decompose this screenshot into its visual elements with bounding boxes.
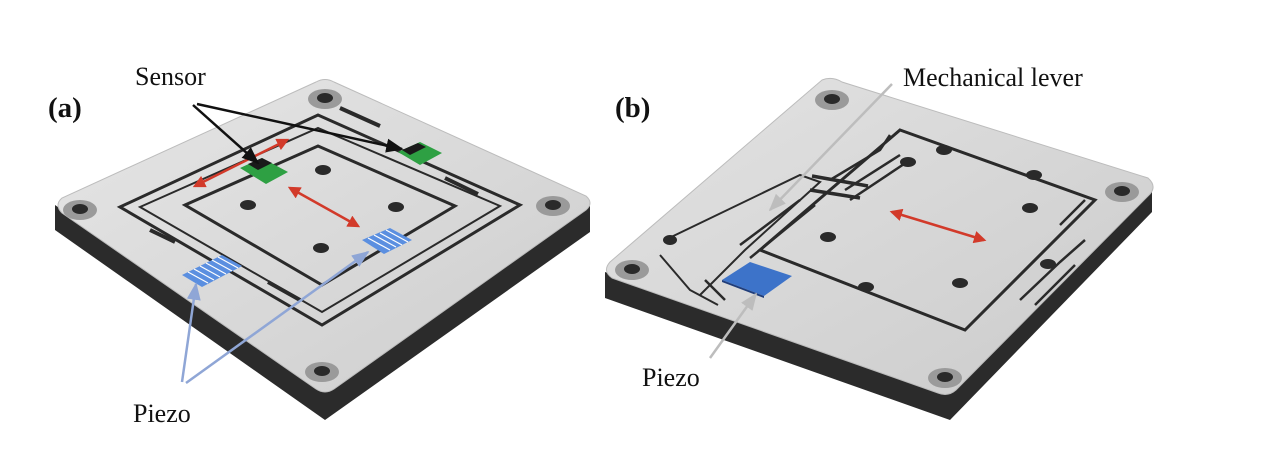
mounting-hole xyxy=(815,90,849,110)
mounting-hole xyxy=(305,362,339,382)
motion-arrow xyxy=(287,186,361,228)
sensor-a-right xyxy=(398,142,442,165)
flexure-slots-b xyxy=(659,128,1098,332)
sensor-pointer-arrow xyxy=(196,102,404,153)
mechanical-lever-label: Mechanical lever xyxy=(903,63,1083,92)
plate-b-top xyxy=(606,77,1154,395)
plate-a-top xyxy=(57,79,591,393)
panel-label-b: (b) xyxy=(615,92,650,124)
piezo-pointer-arrow xyxy=(708,292,758,359)
panel-a: (a) Sensor Piezo xyxy=(48,62,591,428)
sensor-pointer-arrow xyxy=(192,104,260,165)
motion-arrow xyxy=(889,208,987,244)
sensor-label: Sensor xyxy=(135,62,206,91)
piezo-pointer-arrow xyxy=(185,250,370,385)
lever-pointer-arrow xyxy=(768,83,893,212)
panel-b: (b) Mechanical lever Piezo xyxy=(605,63,1154,420)
motion-arrow xyxy=(192,138,290,188)
mounting-hole xyxy=(615,260,649,280)
mounting-hole xyxy=(308,89,342,109)
piezo-label-b: Piezo xyxy=(642,363,700,392)
inner-holes-a xyxy=(240,165,404,253)
inner-holes-b xyxy=(663,145,1056,292)
piezo-label-a: Piezo xyxy=(133,399,191,428)
mounting-hole xyxy=(63,200,97,220)
piezo-a-left xyxy=(182,255,242,287)
mounting-hole xyxy=(536,196,570,216)
panel-label-a: (a) xyxy=(48,92,82,124)
mounting-hole xyxy=(928,368,962,388)
mounting-hole xyxy=(1105,182,1139,202)
piezo-a-right xyxy=(362,228,412,254)
piezo-pointer-arrow xyxy=(180,282,201,383)
